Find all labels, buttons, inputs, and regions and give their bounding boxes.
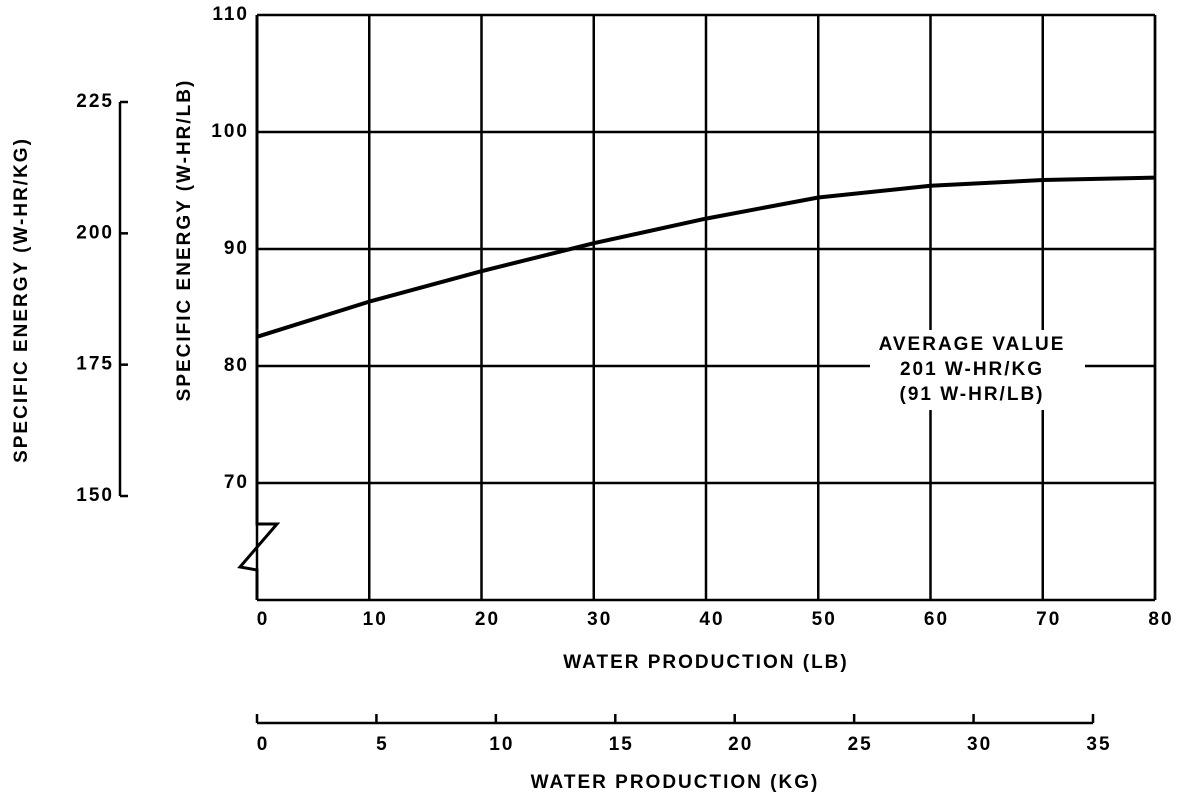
x-tick-label: 70 <box>1036 609 1061 630</box>
y-tick-label: 70 <box>224 472 249 493</box>
x2-tick-label: 10 <box>489 734 514 755</box>
x-tick-label: 50 <box>812 609 837 630</box>
data-line <box>256 175 1156 339</box>
x-tick-label: 60 <box>924 609 949 630</box>
x2-tick-label: 5 <box>376 734 389 755</box>
x2-tick-label: 15 <box>609 734 634 755</box>
x-tick-label: 20 <box>475 609 500 630</box>
y-tick-label: 90 <box>224 238 249 259</box>
y-axis-label: SPECIFIC ENERGY (W-HR/LB) <box>174 79 195 402</box>
annotation: AVERAGE VALUE <box>879 334 1066 355</box>
annotation-background <box>870 330 1085 410</box>
y2-tick-label: 225 <box>76 91 114 112</box>
y2-tick-label: 200 <box>76 222 114 243</box>
y2-tick-label: 150 <box>76 485 114 506</box>
x2-tick-label: 0 <box>257 734 270 755</box>
x-axis-label: WATER PRODUCTION (LB) <box>563 652 848 673</box>
x-tick-label: 30 <box>587 609 612 630</box>
y2-axis-label: SPECIFIC ENERGY (W-HR/KG) <box>11 137 32 463</box>
x-tick-label: 40 <box>699 609 724 630</box>
y-tick-label: 110 <box>212 4 249 25</box>
x2-axis-label: WATER PRODUCTION (KG) <box>531 772 820 793</box>
y-tick-label: 80 <box>224 355 249 376</box>
x2-tick-label: 20 <box>728 734 753 755</box>
x-tick-label: 10 <box>363 609 388 630</box>
x-tick-label: 0 <box>257 609 270 630</box>
x-tick-label: 80 <box>1148 609 1173 630</box>
annotation: (91 W-HR/LB) <box>900 384 1045 405</box>
x2-tick-label: 25 <box>848 734 873 755</box>
x2-tick-label: 35 <box>1086 734 1111 755</box>
annotation: 201 W-HR/KG <box>900 359 1044 380</box>
y-tick-label: 100 <box>211 121 249 142</box>
x2-tick-label: 30 <box>967 734 992 755</box>
y2-tick-label: 175 <box>76 354 114 375</box>
